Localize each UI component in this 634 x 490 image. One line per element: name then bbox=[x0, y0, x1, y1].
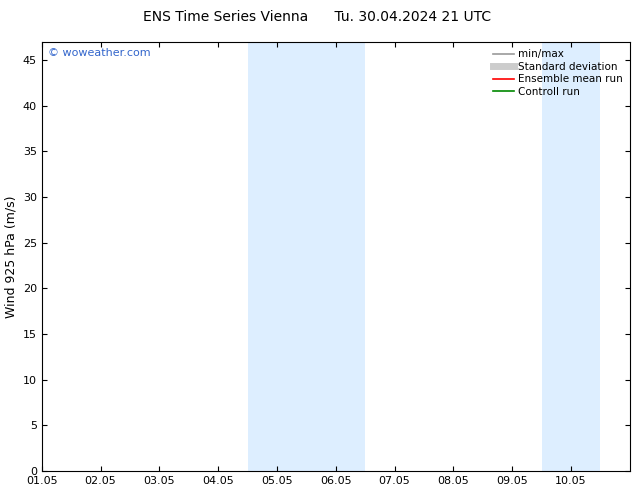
Y-axis label: Wind 925 hPa (m/s): Wind 925 hPa (m/s) bbox=[4, 195, 17, 318]
Bar bbox=[541, 42, 600, 471]
Legend: min/max, Standard deviation, Ensemble mean run, Controll run: min/max, Standard deviation, Ensemble me… bbox=[491, 47, 624, 99]
Bar bbox=[247, 42, 365, 471]
Text: © woweather.com: © woweather.com bbox=[48, 49, 150, 58]
Text: ENS Time Series Vienna      Tu. 30.04.2024 21 UTC: ENS Time Series Vienna Tu. 30.04.2024 21… bbox=[143, 10, 491, 24]
